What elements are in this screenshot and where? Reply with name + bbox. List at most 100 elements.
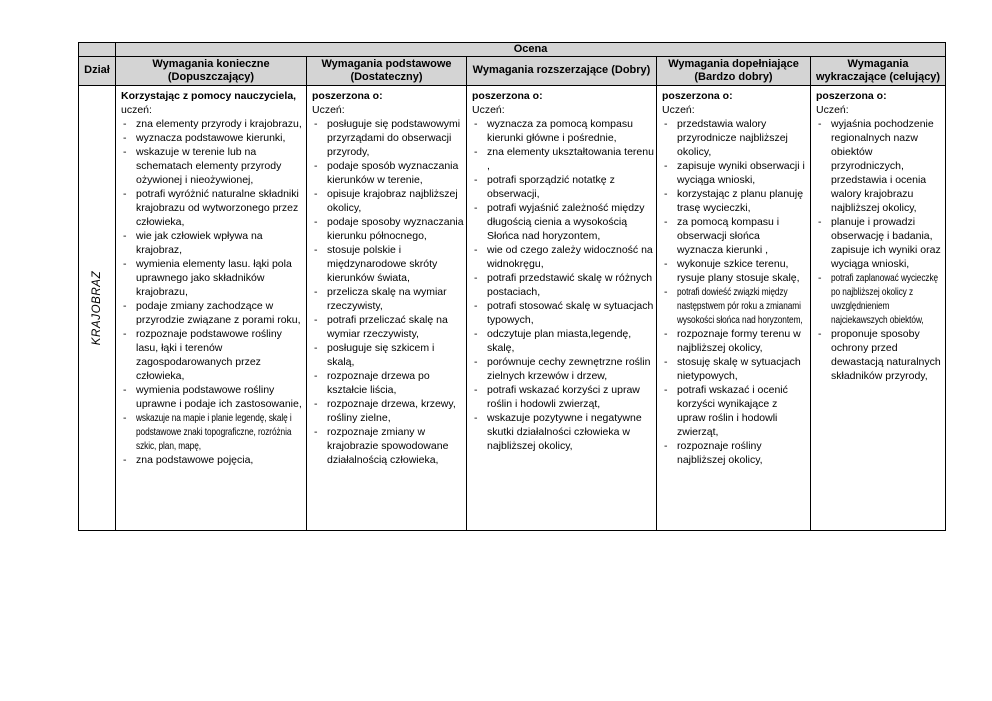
requirement-item: - opisuje krajobraz najbliższej okolicy, (312, 187, 464, 215)
dash-bullet: - (664, 117, 668, 130)
dash-bullet: - (818, 271, 822, 284)
requirement-text: stosuje polskie i międzynarodowe skróty … (327, 243, 438, 284)
dash-bullet: - (664, 327, 668, 340)
column-header-2: Wymagania podstawowe (Dostateczny) (306, 55, 467, 86)
table-header: Ocena Dział Wymagania konieczne (Dopuszc… (78, 42, 947, 86)
requirement-item: - potrafi przedstawić skalę w różnych pos… (472, 271, 654, 299)
dash-bullet: - (664, 355, 668, 368)
intro-bold-label: poszerzona o: (816, 89, 887, 102)
dash-bullet: - (314, 243, 318, 256)
dash-bullet: - (474, 299, 478, 312)
dash-bullet: - (664, 383, 668, 396)
requirement-item: - zna elementy ukształtowania terenu , (472, 145, 654, 173)
requirement-text: rozpoznaje drzewa po kształcie liścia, (327, 369, 430, 396)
requirement-text: wie jak człowiek wpływa na krajobraz, (136, 229, 263, 256)
requirement-item: - rozpoznaje drzewa po kształcie liścia, (312, 369, 464, 397)
requirement-item: - rozpoznaje formy terenu w najbliższej o… (662, 327, 808, 355)
column-header-4: Wymagania dopełniające (Bardzo dobry) (656, 55, 811, 86)
requirement-item: - potrafi wyróżnić naturalne składniki kr… (121, 187, 304, 229)
dash-bullet: - (314, 397, 318, 410)
requirement-item: - potrafi wyjaśnić zależność między długo… (472, 201, 654, 243)
dash-bullet: - (123, 145, 127, 158)
dash-bullet: - (123, 257, 127, 270)
dash-bullet: - (314, 341, 318, 354)
dash-bullet: - (314, 187, 318, 200)
requirement-item: - rozpoznaje zmiany w krajobrazie spowodo… (312, 425, 464, 467)
requirement-text: rozpoznaje podstawowe rośliny lasu, łąki… (136, 327, 282, 382)
dash-bullet: - (474, 355, 478, 368)
requirement-text: rozpoznaje formy terenu w najbliższej ok… (677, 327, 801, 354)
intro-label: uczeń: (121, 103, 152, 116)
requirement-item: - potrafi zaplanować wycieczkę po najbliż… (816, 271, 943, 327)
dash-bullet: - (664, 215, 668, 228)
requirements-cell-4: poszerzona o: Uczeń: - przedstawia walory p… (656, 84, 811, 531)
requirement-item: - wskazuje pozytywne i negatywne skutki d… (472, 411, 654, 453)
column-header-1: Wymagania konieczne (Dopuszczający) (115, 55, 307, 86)
dash-bullet: - (314, 285, 318, 298)
requirement-text: wyznacza podstawowe kierunki, (136, 131, 286, 144)
requirement-item: - podaje sposób wyznaczania kierunków w t… (312, 159, 464, 187)
dash-bullet: - (123, 327, 127, 340)
requirement-text: posługuje się podstawowymi przyrządami d… (327, 117, 461, 158)
requirement-item: - zna elementy przyrody i krajobrazu, (121, 117, 304, 131)
requirement-text: proponuje sposoby ochrony przed dewastac… (831, 327, 941, 382)
requirement-text: wskazuje w terenie lub na schematach ele… (136, 145, 282, 186)
requirement-item: - rozpoznaje drzewa, krzewy, rośliny ziel… (312, 397, 464, 425)
requirements-cell-5: poszerzona o: Uczeń: - wyjaśnia pochodzenie… (809, 84, 947, 531)
requirement-item: - za pomocą kompasu i obserwacji słońca w… (662, 215, 808, 257)
requirement-item: - zna podstawowe pojęcia, (121, 453, 304, 467)
requirements-cell-1: Korzystając z pomocy nauczyciela, uczeń: -… (115, 84, 307, 531)
requirement-text: przedstawia walory przyrodnicze najbliżs… (677, 117, 788, 158)
requirement-item: - odczytuje plan miasta,legendę, skalę, (472, 327, 654, 355)
requirement-item: - wyznacza podstawowe kierunki, (121, 131, 304, 145)
requirement-text: planuje i prowadzi obserwację i badania,… (831, 215, 941, 270)
requirement-text: zna elementy przyrody i krajobrazu, (136, 117, 302, 130)
requirement-text: rozpoznaje drzewa, krzewy, rośliny zieln… (327, 397, 456, 424)
dash-bullet: - (474, 271, 478, 284)
intro-label: Uczeń: (472, 103, 505, 116)
section-column-header: Dział (78, 55, 116, 86)
requirement-text: odczytuje plan miasta,legendę, skalę, (487, 327, 632, 354)
requirements-list: - wyjaśnia pochodzenie regionalnych nazw … (816, 117, 943, 383)
requirement-text: korzystając z planu planuję trasę wyciec… (677, 187, 804, 214)
requirement-text: wymienia elementy lasu. łąki pola uprawn… (136, 257, 292, 298)
dash-bullet: - (474, 173, 478, 186)
requirement-text: potrafi stosować skalę w sytuacjach typo… (487, 299, 654, 326)
requirement-item: - potrafi stosować skalę w sytuacjach typ… (472, 299, 654, 327)
requirement-item: - wie jak człowiek wpływa na krajobraz, (121, 229, 304, 257)
requirement-item: - wskazuje w terenie lub na schematach el… (121, 145, 304, 187)
requirement-text: potrafi wskazać korzyści z upraw roślin … (487, 383, 640, 410)
requirements-cell-3: poszerzona o: Uczeń: - wyznacza za pomocą k… (466, 84, 657, 531)
requirement-item: - zapisuje wyniki obserwacji i wyciąga wn… (662, 159, 808, 187)
dash-bullet: - (474, 411, 478, 424)
requirement-text: wskazuje na mapie i planie legendę, skal… (136, 411, 292, 452)
requirement-text: potrafi zaplanować wycieczkę po najbliżs… (831, 271, 939, 326)
dash-bullet: - (664, 439, 668, 452)
dash-bullet: - (123, 383, 127, 396)
dash-bullet: - (818, 327, 822, 340)
section-cell: KRAJOBRAZ (78, 84, 116, 531)
dash-bullet: - (123, 187, 127, 200)
requirement-item: - porównuje cechy zewnętrzne roślin zieln… (472, 355, 654, 383)
requirement-item: - potrafi przeliczać skalę na wymiar rzec… (312, 313, 464, 341)
requirement-text: potrafi wyjaśnić zależność między długoś… (487, 201, 645, 242)
requirement-item: - posługuje się podstawowymi przyrządami … (312, 117, 464, 159)
requirement-text: potrafi wskazać i ocenić korzyści wynika… (677, 383, 788, 438)
intro-bold-label: Korzystając z pomocy nauczyciela, (121, 89, 297, 102)
requirement-text: porównuje cechy zewnętrzne roślin zielny… (487, 355, 651, 382)
requirements-list: - zna elementy przyrody i krajobrazu, - wyz… (121, 117, 304, 467)
section-title: KRAJOBRAZ (91, 270, 103, 345)
requirement-text: potrafi przedstawić skalę w różnych post… (487, 271, 653, 298)
requirements-cell-2: poszerzona o: Uczeń: - posługuje się podsta… (306, 84, 467, 531)
requirements-list: - wyznacza za pomocą kompasu kierunki głó… (472, 117, 654, 453)
requirement-text: przelicza skalę na wymiar rzeczywisty, (327, 285, 447, 312)
requirement-item: - wymienia podstawowe rośliny uprawne i p… (121, 383, 304, 411)
requirement-item: - planuje i prowadzi obserwację i badania… (816, 215, 943, 271)
dash-bullet: - (474, 327, 478, 340)
requirement-item: - stosuję skalę w sytuacjach nietypowych, (662, 355, 808, 383)
requirement-text: wykonuje szkice terenu, rysuje plany sto… (677, 257, 800, 284)
requirement-text: zapisuje wyniki obserwacji i wyciąga wni… (677, 159, 805, 186)
dash-bullet: - (664, 159, 668, 172)
dash-bullet: - (123, 117, 127, 130)
